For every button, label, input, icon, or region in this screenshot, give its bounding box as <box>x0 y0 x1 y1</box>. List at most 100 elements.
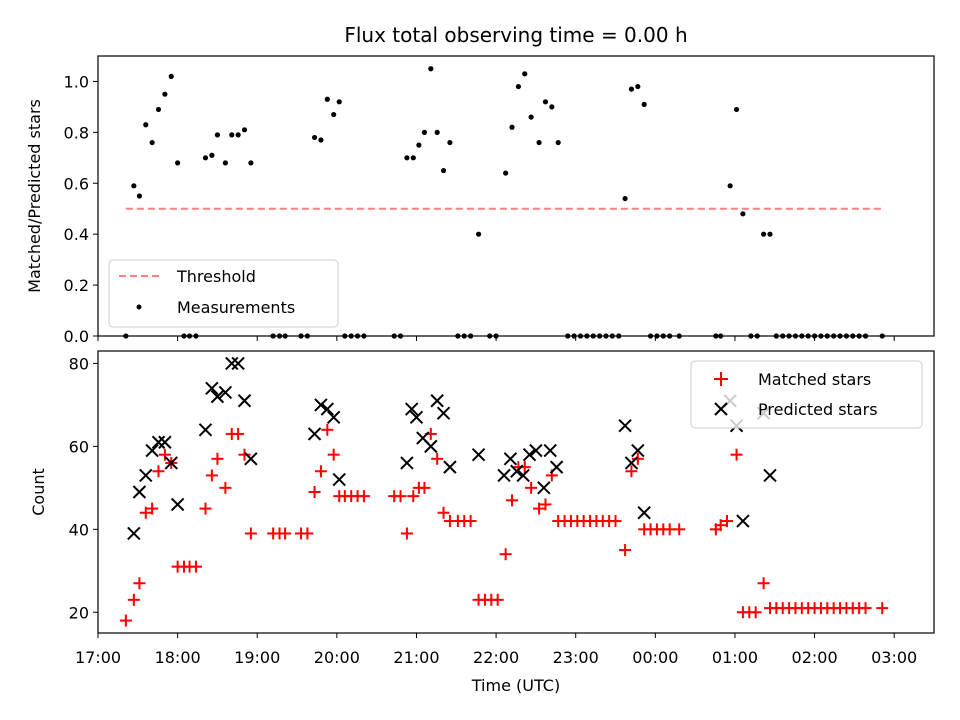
matched-star-marker <box>244 527 257 540</box>
legend-measurements-swatch <box>136 304 142 310</box>
predicted-star-marker <box>170 497 185 512</box>
measurement-point <box>202 155 209 161</box>
measurement-point <box>549 104 555 110</box>
matched-star-marker <box>133 577 146 590</box>
matched-star-marker <box>327 448 340 461</box>
legend-predicted-label: Predicted stars <box>758 400 878 419</box>
matched-star-marker <box>437 506 450 519</box>
measurement-point <box>622 195 628 202</box>
predicted-star-marker <box>225 356 239 371</box>
matched-star-marker <box>539 498 552 511</box>
x-tick-label: 17:00 <box>75 648 121 667</box>
predicted-star-marker <box>218 385 233 400</box>
matched-star-marker <box>619 544 632 557</box>
predicted-star-marker <box>763 468 777 483</box>
x-tick-label: 02:00 <box>792 648 838 667</box>
measurement-point <box>318 137 324 143</box>
x-tick-label: 01:00 <box>712 648 758 667</box>
y-tick-label: 0.0 <box>64 327 89 346</box>
measurement-point <box>522 71 528 77</box>
predicted-star-marker <box>164 456 178 470</box>
measurement-point <box>628 86 635 92</box>
predicted-star-marker <box>631 443 645 458</box>
matched-star-marker <box>139 506 152 519</box>
legend-matched-swatch <box>714 372 728 386</box>
predicted-star-marker <box>549 460 564 474</box>
matched-star-marker <box>418 481 431 494</box>
legend-predicted-swatch <box>714 402 728 416</box>
x-tick-label: 22:00 <box>473 648 519 667</box>
matched-star-marker <box>631 452 644 465</box>
measurement-point <box>740 211 746 217</box>
measurement-point <box>727 183 733 189</box>
y-tick-label: 0.6 <box>64 174 89 193</box>
legend-measurements-label: Measurements <box>177 298 295 317</box>
measurement-point <box>542 99 549 105</box>
matched-star-marker <box>525 481 538 494</box>
measurement-point <box>209 152 215 158</box>
y-tick-label: 20 <box>69 603 89 622</box>
matched-star-marker <box>238 448 251 461</box>
matched-star-marker <box>119 614 132 627</box>
bottom-y-axis-label: Count <box>29 468 48 516</box>
matched-star-marker <box>730 448 743 461</box>
measurement-point <box>143 122 149 128</box>
measurement-point <box>434 129 440 135</box>
predicted-star-marker <box>436 406 451 420</box>
top-legend: Threshold Measurements <box>108 259 339 328</box>
y-tick-label: 0.8 <box>64 123 89 142</box>
top-legend-box <box>108 259 339 328</box>
predicted-star-marker <box>237 394 252 408</box>
measurement-point <box>235 132 241 138</box>
measurement-point <box>214 132 221 138</box>
measurement-point <box>162 91 168 97</box>
matched-star-marker <box>232 427 245 440</box>
bottom-x-axis: 17:00 18:00 19:00 20:00 21:00 22:00 23:00 00:00… <box>75 633 917 667</box>
measurement-point <box>410 155 416 161</box>
measurement-point <box>767 231 773 237</box>
y-tick-label: 0.2 <box>64 276 89 295</box>
measurement-point <box>515 83 521 90</box>
measurement-point <box>475 231 482 237</box>
measurement-point <box>324 96 330 102</box>
measurement-point <box>155 106 162 113</box>
x-tick-label: 03:00 <box>871 648 917 667</box>
matched-star-marker <box>357 490 370 503</box>
predicted-star-marker <box>430 394 444 408</box>
matched-star-marker <box>407 490 420 503</box>
top-x-axis <box>97 336 895 341</box>
matched-star-marker <box>199 502 212 515</box>
bottom-panel: 20 40 60 80 17:00 18:00 19:00 20:00 21:00 22:00 2… <box>29 350 935 695</box>
matched-star-marker <box>158 448 171 461</box>
predicted-star-marker <box>132 485 147 499</box>
predicted-star-marker <box>326 410 341 425</box>
matched-star-marker <box>714 519 727 532</box>
bottom-legend-box <box>690 360 923 429</box>
predicted-star-marker <box>409 410 424 425</box>
predicted-star-marker <box>210 389 225 404</box>
predicted-star-marker <box>244 452 258 466</box>
predicted-star-marker <box>127 526 141 541</box>
predicted-star-marker <box>497 468 511 483</box>
matched-star-marker <box>205 469 218 482</box>
matched-star-marker <box>400 527 413 540</box>
matched-star-marker <box>625 465 638 478</box>
matched-star-marker <box>720 515 733 528</box>
measurement-point <box>428 66 434 72</box>
predicted-star-marker <box>736 514 750 528</box>
matched-star-marker <box>609 515 622 528</box>
y-tick-label: 1.0 <box>64 72 89 91</box>
measurement-point <box>416 142 422 148</box>
legend-threshold-label: Threshold <box>176 267 256 286</box>
predicted-star-marker <box>139 468 153 483</box>
matched-star-marker <box>321 423 334 436</box>
bottom-plot-area <box>119 356 889 627</box>
matched-star-marker <box>279 527 292 540</box>
matched-star-marker <box>301 527 314 540</box>
measurement-point <box>641 101 647 107</box>
predicted-star-marker <box>510 464 524 478</box>
measurement-point <box>528 114 534 120</box>
matched-star-marker <box>127 593 140 606</box>
bottom-y-axis: 20 40 60 80 <box>69 354 98 622</box>
predicted-star-marker <box>503 452 518 466</box>
